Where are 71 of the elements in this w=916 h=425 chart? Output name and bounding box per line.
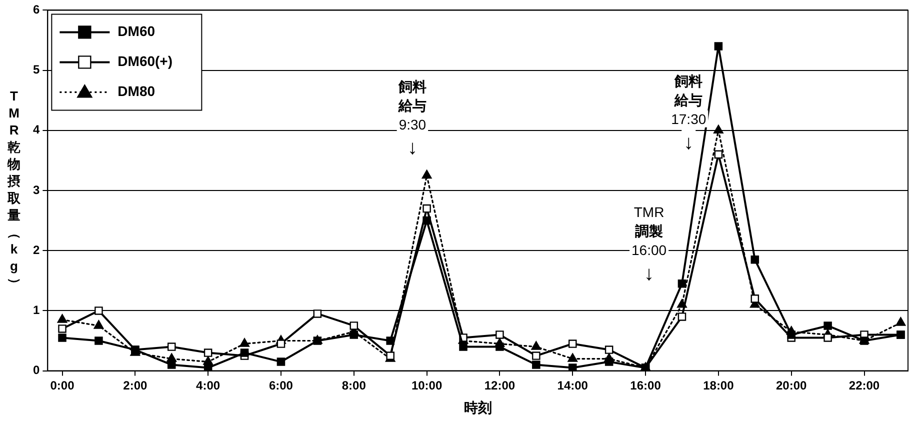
y-tick-label: 1 <box>32 303 40 318</box>
point <box>604 358 614 366</box>
x-tick-label: 2:00 <box>123 378 148 392</box>
point <box>532 352 540 360</box>
point <box>350 322 358 330</box>
point <box>750 294 760 303</box>
x-axis-title: 時刻 <box>464 399 492 416</box>
point <box>532 360 540 369</box>
x-tick-label: 4:00 <box>196 378 220 392</box>
x-tick-label: 16:00 <box>630 378 662 392</box>
point <box>204 364 212 371</box>
point <box>459 342 468 351</box>
point <box>276 340 286 348</box>
y-tick-label: 5 <box>32 62 40 77</box>
point <box>240 348 249 357</box>
point <box>240 338 250 347</box>
point <box>714 42 723 50</box>
x-tick-label: 0:00 <box>50 378 75 392</box>
point <box>678 280 686 288</box>
point <box>714 124 724 134</box>
point <box>677 299 687 308</box>
x-tick-label: 22:00 <box>848 378 880 392</box>
point <box>386 336 394 345</box>
annotation: 飼料給与 17:30 ↓ <box>671 73 706 154</box>
annotation: TMR調製 16:00 ↓ <box>632 204 667 285</box>
legend-label: DM60 <box>118 23 156 40</box>
y-tick-label: 4 <box>32 122 40 137</box>
point <box>422 170 432 179</box>
point <box>204 348 212 357</box>
x-tick-label: 20:00 <box>776 378 808 392</box>
point <box>422 204 431 213</box>
text: TMR乾物摂取量（kg） <box>7 88 22 290</box>
x-tick-label: 8:00 <box>342 378 366 392</box>
point <box>568 364 577 371</box>
x-tick-label: 14:00 <box>557 378 588 392</box>
point <box>750 255 760 264</box>
legend-label: DM60(+) <box>118 53 173 70</box>
point <box>824 322 832 330</box>
point <box>58 334 66 342</box>
y-tick-label: 2 <box>32 242 40 257</box>
point <box>568 340 577 348</box>
x-tick-label: 6:00 <box>268 378 294 392</box>
y-tick-label: 3 <box>32 182 40 197</box>
point <box>787 330 796 339</box>
point <box>422 216 431 225</box>
y-tick-label: 6 <box>32 2 40 17</box>
x-tick-label: 12:00 <box>484 378 516 392</box>
point <box>350 330 358 339</box>
point <box>313 310 322 318</box>
point <box>531 341 542 350</box>
point <box>94 336 103 345</box>
annotation: 飼料給与 9:30 ↓ <box>397 78 426 159</box>
point <box>496 330 504 339</box>
legend-label: DM80 <box>118 83 156 100</box>
point <box>678 312 686 321</box>
point <box>824 334 832 342</box>
point <box>94 320 104 329</box>
point <box>57 314 68 323</box>
point <box>58 324 66 333</box>
point <box>714 150 723 159</box>
point <box>568 353 578 362</box>
point <box>94 306 103 315</box>
point <box>167 360 176 369</box>
y-tick-label: 0 <box>32 363 40 378</box>
point <box>167 342 176 351</box>
x-tick-label: 18:00 <box>703 378 734 392</box>
point <box>496 342 504 351</box>
point <box>896 317 906 326</box>
point <box>276 358 286 366</box>
x-tick-label: 10:00 <box>411 378 442 392</box>
point <box>604 346 614 354</box>
